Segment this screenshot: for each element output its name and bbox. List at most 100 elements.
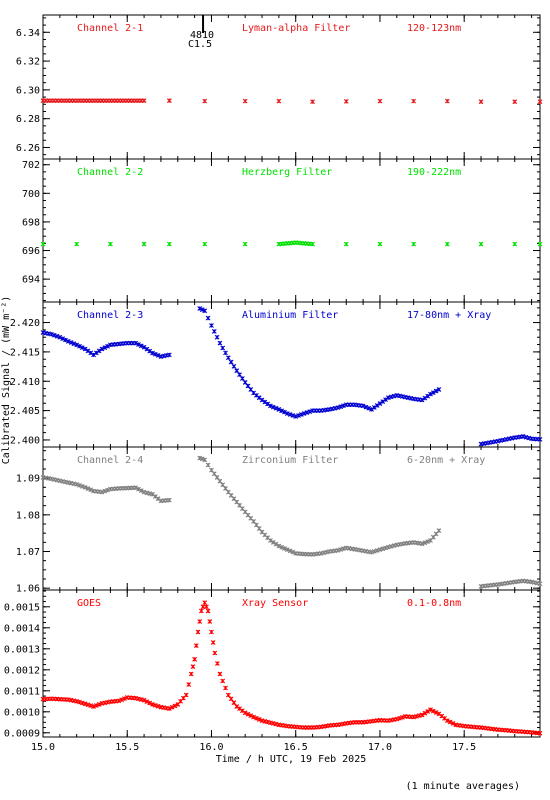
data-point — [205, 462, 211, 468]
data-point — [88, 487, 94, 493]
data-point — [74, 342, 80, 348]
data-point — [212, 650, 218, 656]
data-point — [82, 346, 88, 352]
data-point — [276, 407, 282, 412]
data-point — [268, 403, 273, 409]
x-axis-label: Time / h UTC, 19 Feb 2025 — [216, 754, 367, 765]
x-tick-label: 15.5 — [115, 742, 139, 753]
data-point — [202, 98, 208, 104]
data-point — [242, 710, 248, 716]
plot-layer: 6.26 6.28 6.30 6.32 6.34 Channel 2-1 Lyman-alp… — [4, 14, 543, 753]
data-point — [284, 547, 290, 553]
data-point — [68, 340, 74, 345]
panel-filter-label: Aluminium Filter — [242, 310, 338, 321]
data-point — [211, 471, 217, 477]
data-point — [430, 708, 436, 714]
data-point — [82, 484, 88, 490]
data-point — [537, 730, 543, 736]
data-point — [290, 549, 296, 555]
data-point — [374, 403, 380, 408]
data-point — [287, 412, 293, 417]
panel-band-label: 6-20nm + Xray — [407, 455, 485, 466]
panel-frame — [42, 589, 541, 738]
data-point — [262, 399, 268, 405]
data-point — [310, 241, 315, 247]
data-point — [102, 488, 108, 494]
x-tick-label: 17.5 — [452, 742, 476, 753]
data-point — [197, 306, 203, 311]
data-point — [199, 307, 205, 313]
data-point — [105, 487, 110, 493]
data-point — [77, 343, 82, 349]
data-point — [144, 699, 150, 705]
data-point — [310, 99, 315, 105]
data-point — [193, 643, 199, 649]
data-point — [49, 331, 54, 337]
data-point — [276, 98, 282, 104]
data-point — [377, 98, 383, 104]
data-point — [63, 337, 68, 343]
data-point — [301, 411, 307, 416]
data-point — [282, 546, 287, 551]
data-point — [383, 397, 388, 403]
data-point — [223, 486, 228, 491]
y-tick-label: 6.34 — [16, 28, 40, 39]
data-point — [341, 403, 346, 409]
y-tick-label: 0.0012 — [4, 665, 40, 676]
data-point — [169, 704, 175, 710]
data-point — [444, 718, 450, 724]
data-point — [428, 707, 433, 713]
data-point — [251, 714, 256, 720]
data-point — [197, 619, 203, 624]
data-point — [166, 241, 172, 247]
data-point — [211, 328, 217, 334]
data-point — [85, 348, 91, 354]
data-point — [133, 340, 139, 346]
data-point — [335, 405, 341, 411]
data-point — [93, 350, 99, 356]
data-point — [54, 333, 60, 339]
data-point — [119, 697, 125, 703]
data-point — [71, 341, 77, 347]
data-point — [433, 710, 439, 715]
y-tick-label: 0.0014 — [4, 623, 40, 634]
y-tick-label: 700 — [22, 189, 40, 200]
data-point — [478, 241, 484, 247]
data-point — [444, 98, 450, 104]
data-point — [204, 604, 209, 610]
panel-filter-label: Herzberg Filter — [242, 167, 332, 178]
data-point — [152, 351, 158, 357]
data-point — [138, 488, 144, 494]
flare-id-label: 4810 — [190, 30, 214, 41]
data-point — [223, 350, 228, 356]
data-point — [51, 332, 57, 338]
data-point — [270, 404, 276, 410]
data-point — [245, 711, 251, 717]
data-point — [155, 353, 161, 358]
data-point — [202, 241, 208, 247]
data-point — [256, 717, 262, 722]
data-point — [259, 397, 265, 403]
data-point — [419, 541, 425, 547]
data-point — [270, 539, 276, 545]
x-tick-label: 17.0 — [368, 742, 392, 753]
flare-class-label: C1.5 — [188, 39, 212, 50]
data-point — [141, 344, 147, 350]
data-point — [411, 241, 417, 247]
y-tick-label: 702 — [22, 160, 40, 171]
data-point — [141, 241, 147, 247]
data-point — [231, 363, 237, 369]
data-point — [166, 706, 172, 712]
y-tick-label: 0.0015 — [4, 602, 40, 613]
data-point — [422, 710, 428, 716]
panel-channel-label: Channel 2-1 — [77, 23, 143, 34]
panel-filter-label: Zirconium Filter — [242, 455, 338, 466]
data-point — [141, 697, 147, 703]
data-point — [190, 664, 196, 670]
data-point — [307, 409, 313, 414]
y-tick-label: 0.0009 — [4, 728, 40, 739]
data-point — [242, 241, 248, 247]
data-point — [273, 405, 279, 411]
data-point — [537, 99, 543, 105]
data-point — [377, 241, 383, 247]
